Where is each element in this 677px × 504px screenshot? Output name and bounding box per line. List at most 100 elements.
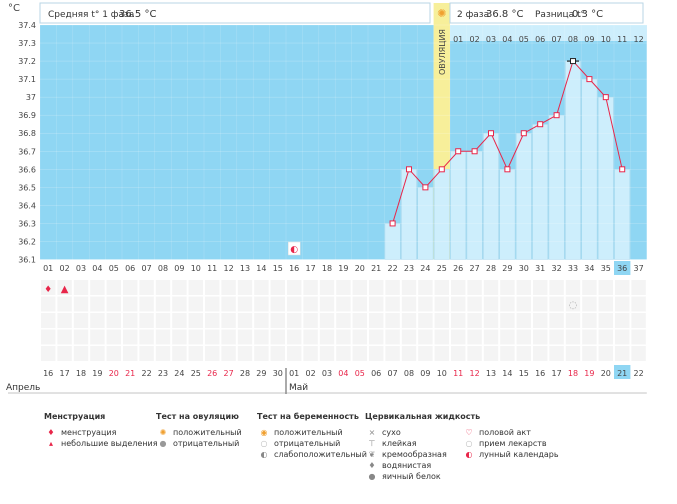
y-tick-label: 36.5 [18, 183, 36, 192]
temperature-bar [433, 169, 450, 260]
cycle-day-label: 05 [109, 264, 119, 273]
symptom-cell [500, 280, 515, 295]
symptom-cell [582, 329, 597, 345]
symptom-cell [57, 313, 72, 328]
symptom-cell [172, 346, 187, 361]
symptom-cell [57, 346, 72, 361]
symptom-cell [516, 346, 531, 361]
symptom-cell [237, 329, 253, 345]
symptom-cell [172, 296, 187, 312]
heart-icon: ♡ [465, 428, 473, 437]
half-circle-icon: ◐ [260, 450, 268, 459]
symptom-cell [352, 280, 367, 295]
legend-menstruation: Менструация ♦ менструация ▴ небольшие выде… [44, 412, 158, 449]
symptom-cell [336, 296, 351, 312]
date-label: 04 [338, 369, 348, 378]
cycle-day-label: 15 [273, 264, 283, 273]
symptom-cell [549, 296, 564, 312]
legend-item: яичный белок [382, 472, 441, 481]
phase2-day-label: 04 [502, 35, 512, 44]
moon-cell [287, 241, 301, 256]
date-label: 19 [92, 369, 102, 378]
symptom-cell [155, 346, 171, 361]
symptom-cell [155, 296, 171, 312]
symptom-cell [237, 346, 253, 361]
date-label: 22 [634, 369, 644, 378]
symptom-cell [467, 329, 482, 345]
symptom-cell [451, 329, 466, 345]
date-label: 18 [568, 369, 578, 378]
date-label: 29 [256, 369, 266, 378]
symptom-cell [106, 313, 121, 328]
symptom-cell [451, 280, 466, 295]
small-drop-icon: ▲ [61, 284, 69, 295]
date-label: 16 [535, 369, 545, 378]
date-label: 16 [43, 369, 53, 378]
phase2-day-label: 06 [535, 35, 545, 44]
symptom-cell [221, 346, 236, 361]
date-label: 07 [388, 369, 398, 378]
symptom-cell [516, 313, 531, 328]
symptom-cell [41, 296, 56, 312]
symptom-cell [188, 346, 203, 361]
temperature-point [602, 94, 609, 101]
cycle-day-label: 07 [142, 264, 152, 273]
symptom-cell [467, 346, 482, 361]
y-tick-label: 36.8 [18, 129, 36, 138]
symptom-cell [254, 329, 269, 345]
symptom-cell [237, 313, 253, 328]
phase2-day-label: 11 [617, 35, 627, 44]
symptom-cell [270, 280, 285, 295]
legend-item: сухо [382, 428, 401, 437]
y-tick-label: 36.4 [18, 201, 36, 210]
drop-icon: ♦ [47, 428, 55, 437]
symptom-cell [582, 280, 597, 295]
symptom-cell [303, 296, 318, 312]
symptom-cell [270, 329, 285, 345]
symptom-cell [582, 296, 597, 312]
moon-icon: ◐ [465, 450, 473, 459]
symptom-cell [139, 280, 154, 295]
legend-item: положительный [274, 428, 343, 437]
symptom-cell [139, 296, 154, 312]
date-label: 28 [240, 369, 250, 378]
symptom-cell [434, 346, 449, 361]
symptom-cell [123, 329, 138, 345]
phase2-value: 36.8 °C [486, 9, 523, 20]
date-label: 14 [502, 369, 512, 378]
symptom-cell [451, 296, 466, 312]
cycle-day-label: 24 [420, 264, 430, 273]
symptom-cell [549, 280, 564, 295]
symptom-cell [483, 280, 499, 295]
symptom-cell [631, 280, 646, 295]
symptom-cell [467, 280, 482, 295]
y-tick-label: 37.2 [18, 57, 36, 66]
symptom-cell [401, 329, 417, 345]
symptom-cell [123, 346, 138, 361]
symptom-cell [73, 296, 89, 312]
date-label: 08 [404, 369, 414, 378]
legend-item: прием лекарств [479, 439, 547, 448]
legend-ovulation-test: Тест на овуляцию ✺ положительный ● отрицат… [156, 412, 242, 449]
legend-pregnancy-test: Тест на беременность ◉ положительный ○ отр… [257, 412, 367, 460]
symptom-cell [319, 329, 335, 345]
legend-item: водянистая [382, 461, 432, 470]
symptom-cell [418, 296, 433, 312]
date-label: 18 [76, 369, 86, 378]
legend-cervical: Цервикальная жидкость × сухо ⊤ клейкая ❦ кр… [365, 412, 480, 482]
date-label: 20 [601, 369, 611, 378]
phase2-label: 2 фаза [457, 10, 489, 20]
current-day-highlight [614, 261, 631, 275]
diff-label: Разница t° [535, 10, 585, 20]
symptom-cell [352, 313, 367, 328]
symptom-cell [139, 313, 154, 328]
symptom-cell [418, 313, 433, 328]
y-tick-label: 37.1 [18, 75, 36, 84]
symptom-cell [385, 329, 400, 345]
cycle-day-label: 18 [322, 264, 332, 273]
date-label: 01 [289, 369, 299, 378]
symptom-cell [221, 296, 236, 312]
symptom-cell [319, 296, 335, 312]
drop-icon: ♦ [44, 285, 52, 295]
symptom-cell [385, 313, 400, 328]
